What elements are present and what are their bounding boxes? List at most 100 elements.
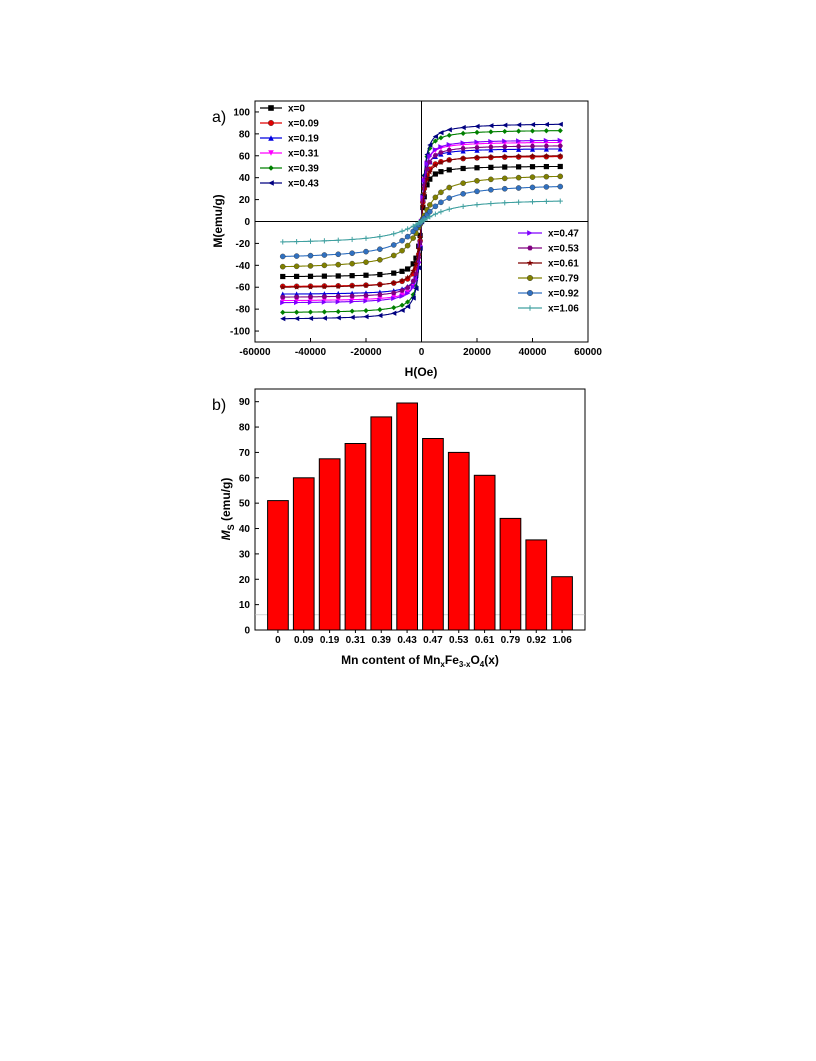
data-point: [280, 273, 286, 280]
data-point: [349, 297, 355, 303]
bar-0.61: [473, 474, 496, 631]
data-point: [427, 153, 433, 159]
legend-item-x=0.53: x=0.53: [518, 244, 579, 255]
data-point: [557, 143, 563, 149]
y-tick-label: -40: [236, 261, 251, 272]
data-point: [391, 310, 397, 316]
legend-label: x=0.79: [548, 274, 579, 285]
data-point: [349, 314, 355, 320]
x-tick-label: 0.19: [320, 635, 340, 646]
data-point: [307, 294, 314, 300]
data-point: [460, 124, 466, 131]
data-point: [405, 285, 411, 290]
x-tick-label: 20000: [463, 347, 491, 358]
data-point: [415, 246, 422, 252]
data-point: [488, 144, 494, 150]
data-point: [438, 199, 444, 206]
data-point: [502, 138, 508, 144]
data-point: [363, 307, 369, 314]
data-point: [390, 279, 397, 286]
data-point: [446, 167, 452, 173]
bar-0.31: [344, 443, 367, 631]
legend-item-x=0.31: x=0.31: [260, 149, 319, 160]
data-point: [349, 260, 355, 267]
data-point: [432, 133, 438, 140]
y-tick-label: 50: [239, 499, 251, 510]
y-tick-label: 20: [239, 575, 251, 586]
data-point: [474, 202, 480, 208]
legend-marker: [527, 230, 533, 236]
data-point: [424, 215, 430, 221]
data-point: [321, 273, 327, 279]
data-point: [307, 299, 314, 305]
y-tick-label: 80: [239, 423, 251, 434]
data-point: [280, 309, 286, 315]
y-tick-label: 70: [239, 448, 251, 459]
data-point: [377, 295, 383, 302]
data-point: [391, 231, 397, 237]
data-point: [432, 211, 438, 217]
legend-marker: [268, 180, 274, 186]
data-point: [474, 188, 480, 195]
xlabel-part-5: 4: [480, 660, 485, 669]
data-point: [460, 203, 466, 210]
data-point: [516, 138, 522, 144]
data-point: [460, 148, 466, 154]
legend-label: x=0.92: [548, 289, 579, 300]
panel-b-ylabel-sub: S: [226, 524, 236, 530]
xlabel-part-2: Fe: [445, 653, 459, 667]
x-tick-label: 0.31: [346, 635, 366, 646]
data-point: [446, 206, 452, 212]
legend-item-x=0.39: x=0.39: [260, 164, 319, 175]
data-point: [279, 263, 286, 270]
data-point: [377, 257, 383, 263]
data-point: [335, 283, 342, 289]
data-point: [427, 145, 433, 151]
x-tick-label: 60000: [574, 347, 602, 358]
data-point: [424, 176, 430, 182]
data-point: [421, 177, 427, 184]
data-point: [438, 169, 444, 175]
bar-0.79: [499, 517, 522, 631]
data-point: [294, 294, 300, 300]
data-point: [426, 169, 433, 175]
data-point: [280, 300, 286, 306]
data-point: [474, 165, 480, 171]
data-point: [399, 237, 405, 244]
data-point: [376, 281, 383, 288]
data-point: [307, 252, 314, 259]
data-point: [413, 255, 419, 261]
y-tick-label: -60: [236, 283, 251, 294]
data-point: [432, 153, 438, 158]
data-point: [321, 283, 328, 290]
data-point: [438, 135, 444, 141]
legend-marker: [527, 305, 533, 311]
x-tick-label: -20000: [350, 347, 382, 358]
data-point: [391, 295, 397, 302]
legend-item-x=1.06: x=1.06: [518, 304, 579, 315]
x-tick-label: 1.06: [552, 635, 572, 646]
data-point: [399, 247, 405, 254]
data-point: [543, 163, 549, 170]
data-point: [424, 167, 430, 172]
data-point: [460, 180, 466, 186]
data-point: [377, 292, 383, 297]
data-point: [405, 290, 411, 296]
data-point: [399, 268, 405, 274]
data-point: [405, 303, 411, 310]
data-point: [335, 297, 341, 303]
y-tick-label: 100: [233, 107, 250, 118]
xlabel-part-3: 3-x: [459, 660, 471, 669]
data-point: [349, 236, 355, 243]
data-point: [529, 164, 536, 170]
data-point: [488, 187, 494, 193]
data-point: [543, 198, 549, 204]
legend-label: x=0: [288, 104, 305, 115]
data-point: [410, 295, 416, 301]
legend-marker: [268, 105, 274, 111]
panel-b-x-axis-title: Mn content of MnxFe3-xO4(x): [341, 653, 499, 669]
data-point: [363, 296, 369, 302]
data-point: [335, 237, 341, 243]
data-point: [501, 153, 508, 159]
data-point: [446, 195, 453, 201]
